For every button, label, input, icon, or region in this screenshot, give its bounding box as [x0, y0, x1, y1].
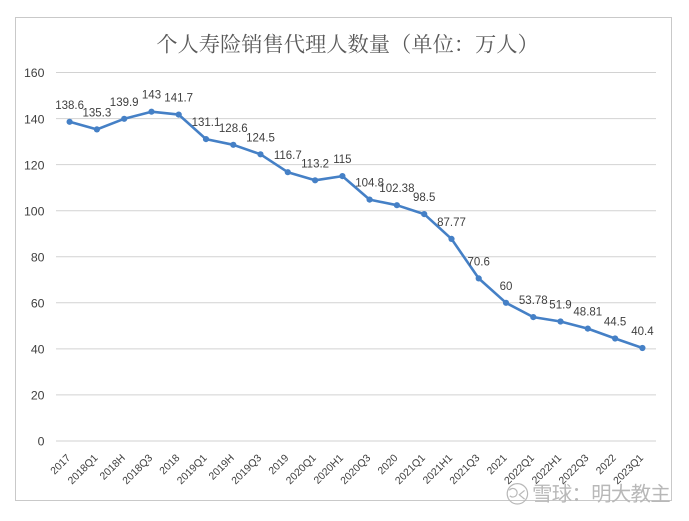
svg-text:51.9: 51.9 [549, 300, 571, 312]
svg-text:124.5: 124.5 [246, 132, 275, 144]
svg-text:70.6: 70.6 [468, 256, 490, 268]
svg-text:102.38: 102.38 [379, 183, 414, 195]
svg-text:40.4: 40.4 [631, 326, 654, 338]
svg-text:135.3: 135.3 [83, 107, 112, 119]
svg-text:120: 120 [24, 158, 45, 172]
svg-text:80: 80 [31, 250, 45, 264]
svg-text:60: 60 [500, 281, 513, 293]
svg-text:128.6: 128.6 [219, 123, 248, 135]
svg-text:104.8: 104.8 [355, 178, 384, 190]
svg-text:60: 60 [31, 297, 45, 311]
svg-text:143: 143 [142, 90, 161, 102]
svg-text:139.9: 139.9 [110, 97, 139, 109]
svg-text:44.5: 44.5 [604, 317, 626, 329]
svg-text:131.1: 131.1 [192, 117, 221, 129]
svg-text:40: 40 [31, 343, 45, 357]
svg-text:115: 115 [333, 154, 351, 166]
svg-text:113.2: 113.2 [301, 158, 329, 170]
svg-text:98.5: 98.5 [413, 192, 435, 204]
svg-text:140: 140 [24, 112, 45, 126]
svg-text:53.78: 53.78 [519, 295, 548, 307]
svg-text:160: 160 [24, 66, 45, 80]
svg-text:87.77: 87.77 [437, 217, 466, 229]
svg-text:141.7: 141.7 [164, 93, 193, 105]
svg-text:100: 100 [24, 204, 45, 218]
svg-text:116.7: 116.7 [274, 150, 302, 162]
svg-text:20: 20 [31, 389, 45, 403]
svg-text:48.81: 48.81 [573, 307, 602, 319]
svg-text:138.6: 138.6 [55, 100, 84, 112]
svg-text:0: 0 [38, 435, 45, 449]
